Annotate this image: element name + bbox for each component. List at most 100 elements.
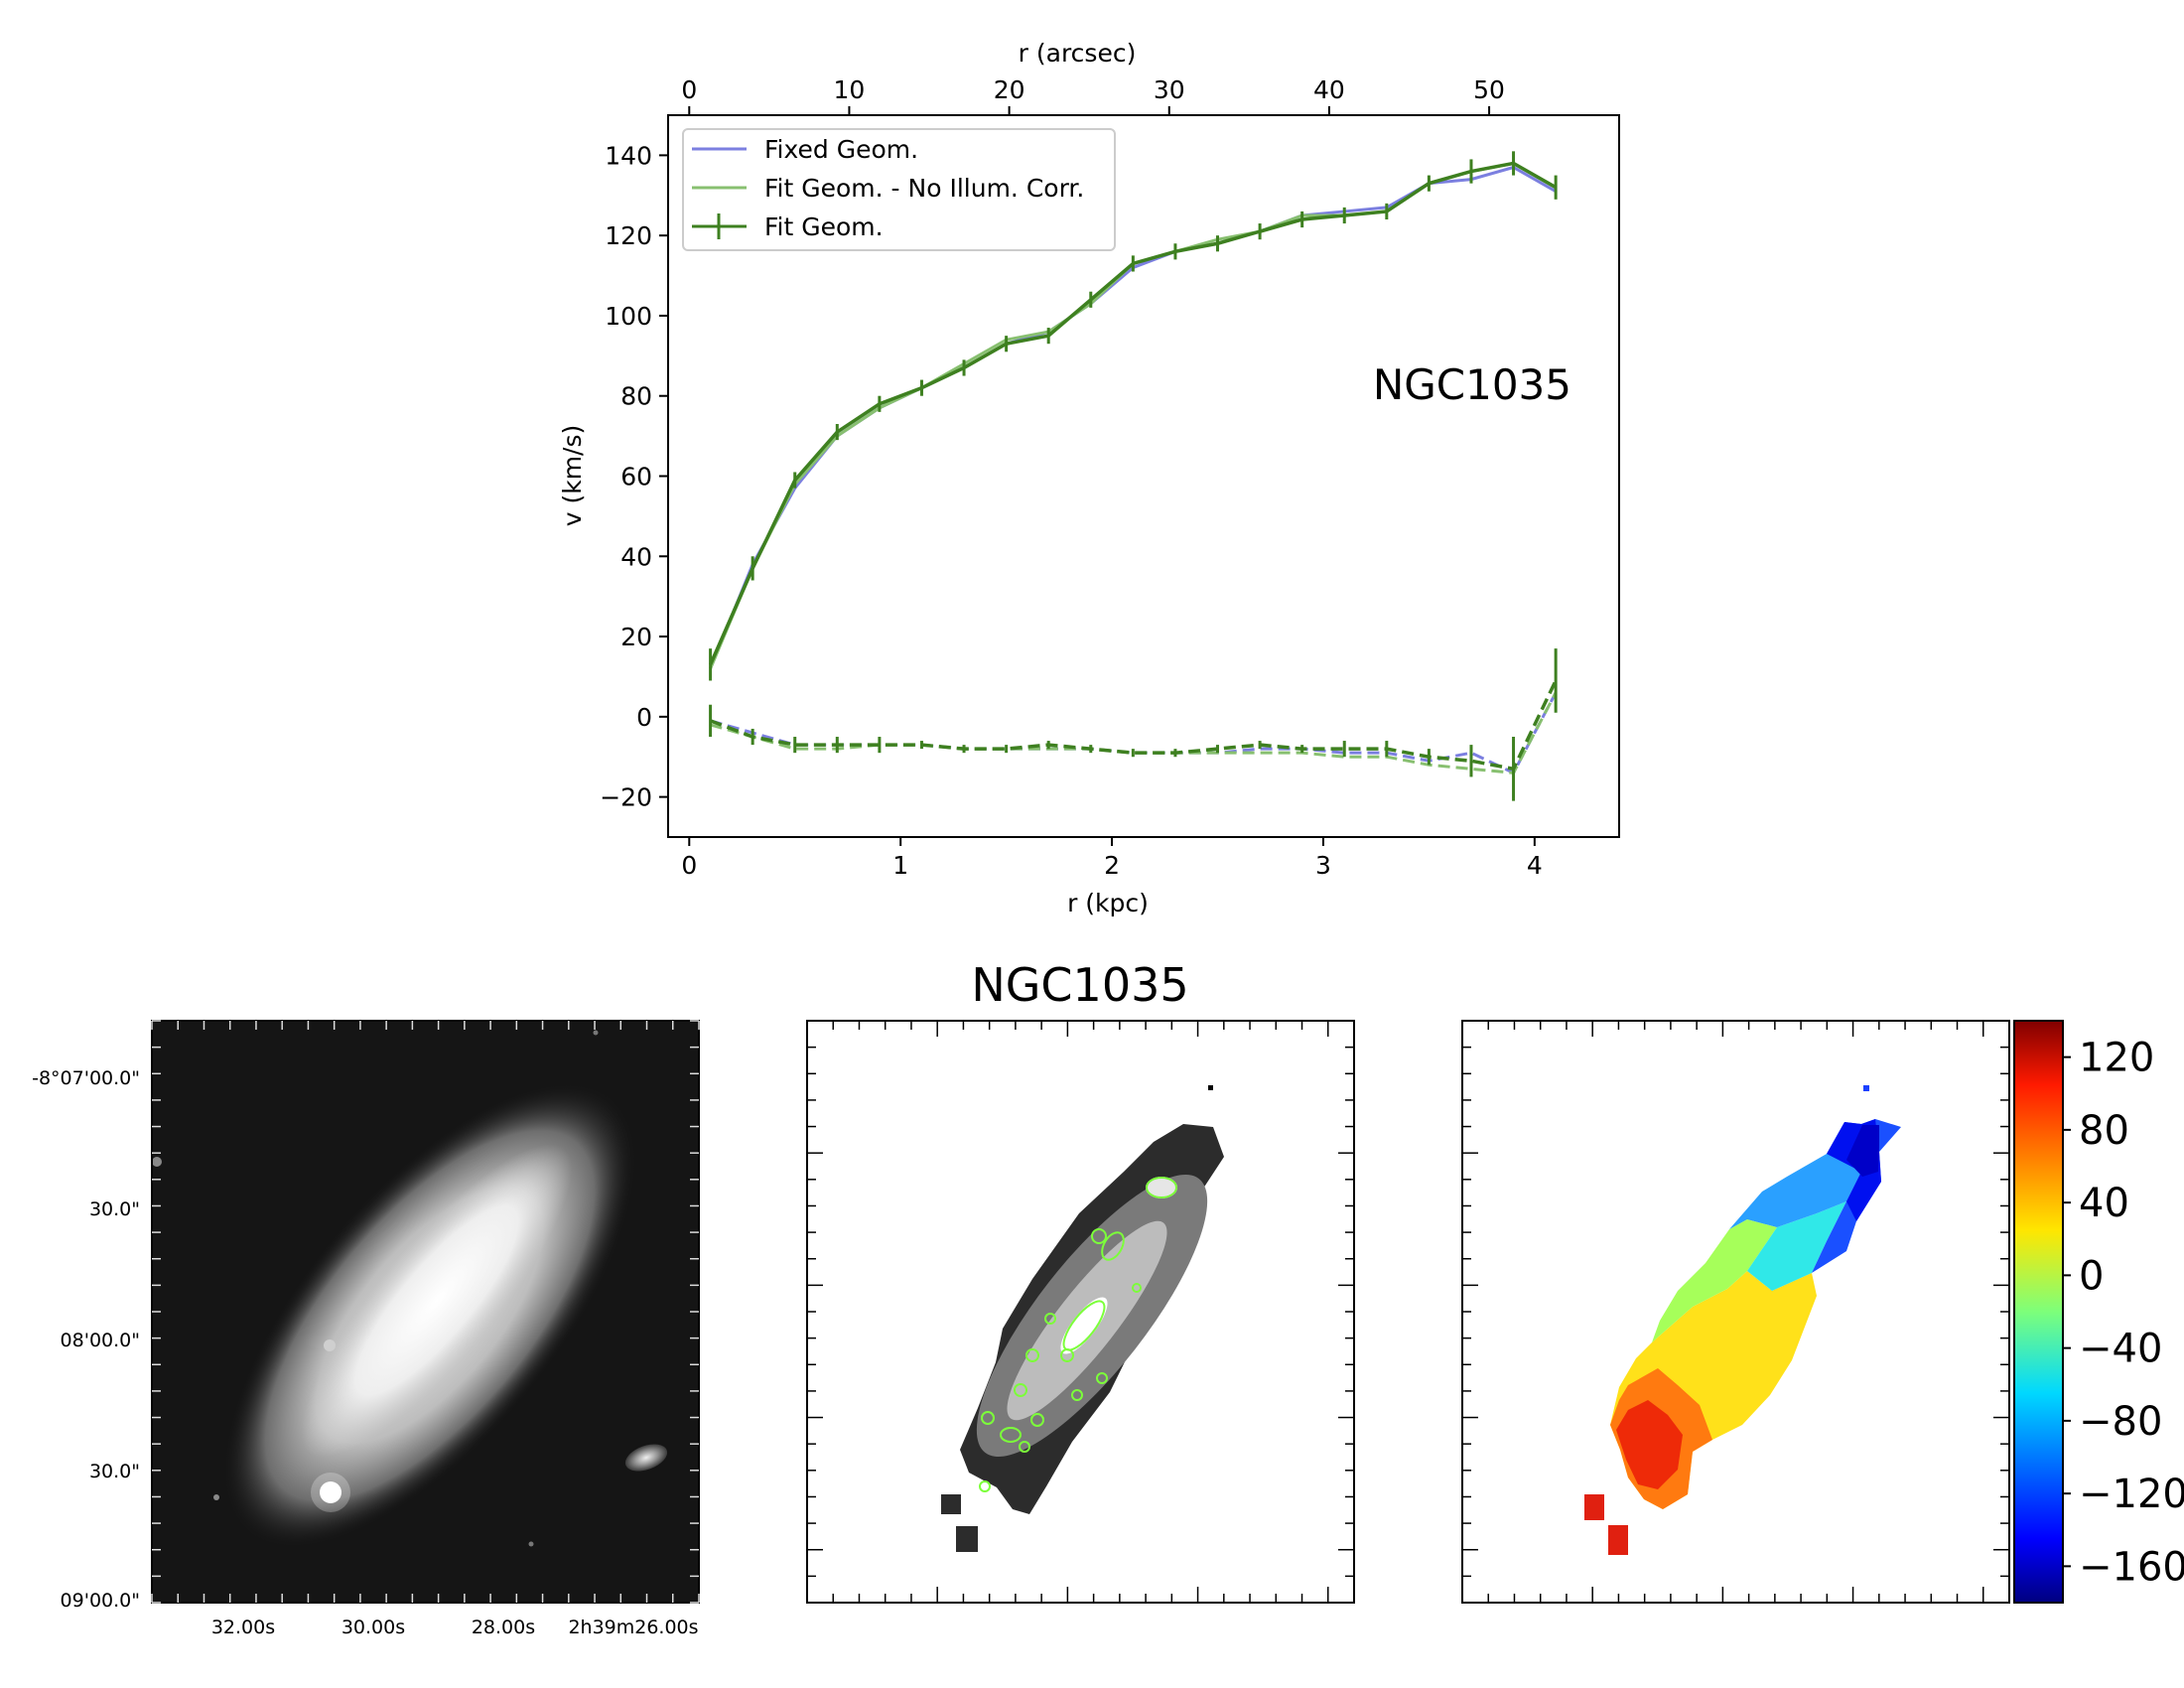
x-axis-label: r (kpc) [1067, 889, 1149, 917]
galaxy-bright-core [301, 1144, 573, 1458]
contour [981, 1411, 995, 1425]
x-tick-label: 3 [1315, 851, 1331, 880]
dec-tick-label: 09'00.0" [61, 1590, 140, 1612]
top-x-tick-label: 30 [1154, 75, 1185, 104]
top-x-tick-label: 40 [1313, 75, 1345, 104]
ra-tick-label: 2h39m26.00s [568, 1617, 698, 1638]
series-layer [708, 151, 1558, 801]
contour [1060, 1348, 1074, 1362]
contour [1071, 1389, 1083, 1401]
velocity-pixel [1863, 1085, 1869, 1091]
dec-tick-label: 30.0" [89, 1198, 140, 1220]
colorbar-tick-label: 0 [2079, 1253, 2104, 1299]
y-tick-label: 140 [605, 141, 652, 170]
y-tick-label: 100 [605, 302, 652, 331]
background-source [593, 1030, 599, 1036]
optical-image-ticks [151, 1020, 700, 1604]
intensity-fragment [956, 1526, 978, 1552]
y-tick-label: 60 [620, 463, 652, 492]
top-axis-label: r (arcsec) [1019, 39, 1137, 68]
velocity-map-panel: 120 80 40 0 −40 −80 −120 −160 [1461, 1020, 2184, 1604]
background-source [213, 1494, 219, 1500]
velocity-region-transition [1652, 1219, 1777, 1342]
contour [1025, 1348, 1039, 1362]
colorbar-tick-label: −160 [2079, 1544, 2184, 1590]
y-axis-label: v (km/s) [558, 425, 587, 527]
legend: Fixed Geom. Fit Geom. - No Illum. Corr. … [682, 128, 1116, 251]
dec-tick-label: 08'00.0" [61, 1330, 140, 1351]
contour [1000, 1427, 1022, 1443]
legend-label-fixed-geom: Fixed Geom. [764, 135, 918, 164]
contour [1044, 1313, 1056, 1325]
y-tick-label: −20 [600, 783, 652, 812]
star-glow [311, 1473, 350, 1512]
top-x-tick-label: 0 [681, 75, 697, 104]
colorbar-ticks: 120 80 40 0 −40 −80 −120 −160 [2063, 1036, 2184, 1590]
optical-image-panel: -8°07'00.0" 30.0" 08'00.0" 30.0" 09'00.0… [32, 1020, 700, 1638]
colorbar-tick-label: 120 [2079, 1036, 2154, 1081]
x-tick-label: 2 [1104, 851, 1120, 880]
top-x-tick-label: 10 [834, 75, 866, 104]
x-tick-label: 0 [681, 851, 697, 880]
legend-label-fit-geom: Fit Geom. [764, 212, 884, 241]
intensity-map-content [941, 1085, 1224, 1552]
intensity-knot [1146, 1177, 1177, 1198]
ra-tick-label: 32.00s [211, 1617, 275, 1638]
background-source [324, 1339, 336, 1351]
contour [1096, 1372, 1108, 1384]
velocity-fragment [1608, 1525, 1628, 1555]
colorbar-tick-label: −40 [2079, 1327, 2162, 1372]
intensity-fragment [941, 1494, 961, 1514]
y-tick-label: 20 [620, 623, 652, 651]
contour [1132, 1283, 1142, 1293]
intensity-peak [1060, 1297, 1108, 1354]
ra-tick-label: 28.00s [472, 1617, 535, 1638]
velocity-region-approaching-max [1846, 1125, 1879, 1177]
contour [979, 1480, 991, 1492]
x-tick-label: 4 [1527, 851, 1543, 880]
intensity-map-ticks [806, 1020, 1355, 1604]
colorbar [2013, 1020, 2064, 1604]
velocity-fragment [1584, 1494, 1604, 1520]
top-x-tick-label: 20 [994, 75, 1025, 104]
contour [1030, 1413, 1044, 1427]
contours [979, 1177, 1177, 1492]
optical-image-content [152, 1030, 668, 1547]
background-source [152, 1157, 162, 1167]
panel-title: NGC1035 [971, 958, 1188, 1012]
colorbar-tick-label: 80 [2079, 1108, 2129, 1154]
intensity-map-panel: NGC1035 [806, 958, 1355, 1604]
top-x-tick-label: 50 [1473, 75, 1505, 104]
x-tick-label: 1 [892, 851, 908, 880]
contour [1101, 1231, 1125, 1261]
velocity-region-receding-strong [1616, 1400, 1683, 1489]
series-line [709, 679, 1558, 772]
velocity-region-transition [1747, 1201, 1846, 1291]
y-tick-label: 0 [636, 703, 652, 732]
series-line [710, 691, 1558, 774]
dec-tick-label: -8°07'00.0" [32, 1067, 140, 1089]
y-tick-label: 120 [605, 221, 652, 250]
y-tick-label: 40 [620, 542, 652, 571]
contour [1091, 1228, 1107, 1244]
intensity-pixel [1208, 1085, 1213, 1090]
velocity-map-content [1584, 1085, 1901, 1555]
background-source [528, 1541, 534, 1547]
contour [1014, 1383, 1027, 1397]
colorbar-tick-label: −120 [2079, 1472, 2184, 1517]
colorbar-tick-label: 40 [2079, 1181, 2129, 1226]
foreground-star [320, 1481, 341, 1503]
dec-tick-label: 30.0" [89, 1461, 140, 1482]
contour [1019, 1441, 1030, 1453]
velocity-map-ticks [1461, 1020, 2010, 1604]
galaxy-annotation: NGC1035 [1373, 360, 1571, 409]
legend-box [682, 128, 1116, 251]
contour [1146, 1177, 1177, 1198]
companion-galaxy [624, 1444, 668, 1472]
colorbar-tick-label: −80 [2079, 1399, 2162, 1445]
ra-tick-label: 30.00s [341, 1617, 405, 1638]
velocity-region-approaching [1729, 1122, 1861, 1229]
